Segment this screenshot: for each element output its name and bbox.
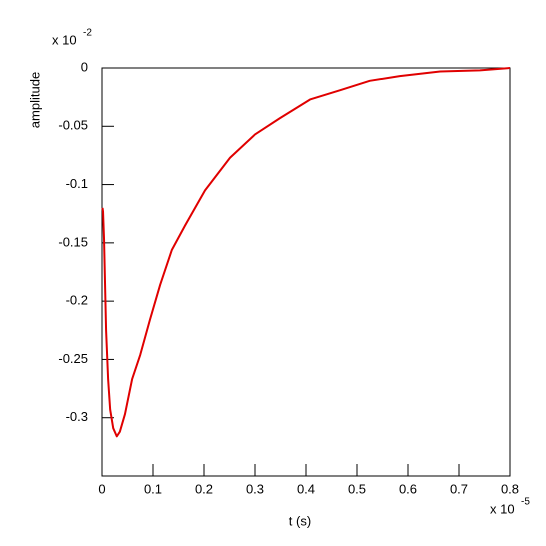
y-tick-label: -0.25	[58, 351, 88, 366]
y-tick-label: -0.15	[58, 234, 88, 249]
x-tick-label: 0.8	[501, 481, 519, 496]
x-tick-label: 0	[98, 481, 105, 496]
x-axis-label: t (s)	[289, 513, 311, 528]
x-tick-label: 0.6	[399, 481, 417, 496]
x-multiplier: x 10	[490, 501, 515, 516]
x-tick-label: 0.1	[144, 481, 162, 496]
y-tick-label: -0.2	[66, 293, 88, 308]
plot-frame	[101, 67, 511, 477]
x-tick-label: 0.2	[195, 481, 213, 496]
y-axis-label: amplitude	[27, 72, 42, 128]
y-multiplier-exponent: -2	[83, 28, 92, 39]
y-tick-label: 0	[81, 59, 88, 74]
data-line	[101, 67, 511, 438]
y-multiplier: x 10	[52, 32, 77, 47]
x-tick-label: 0.7	[450, 481, 468, 496]
x-multiplier-exponent: -5	[521, 497, 530, 508]
x-tick-label: 0.4	[297, 481, 315, 496]
y-tick-label: -0.05	[58, 118, 88, 133]
y-tick-label: -0.1	[66, 176, 88, 191]
x-tick-label: 0.5	[348, 481, 366, 496]
y-tick-label: -0.3	[66, 409, 88, 424]
x-tick-label: 0.3	[246, 481, 264, 496]
